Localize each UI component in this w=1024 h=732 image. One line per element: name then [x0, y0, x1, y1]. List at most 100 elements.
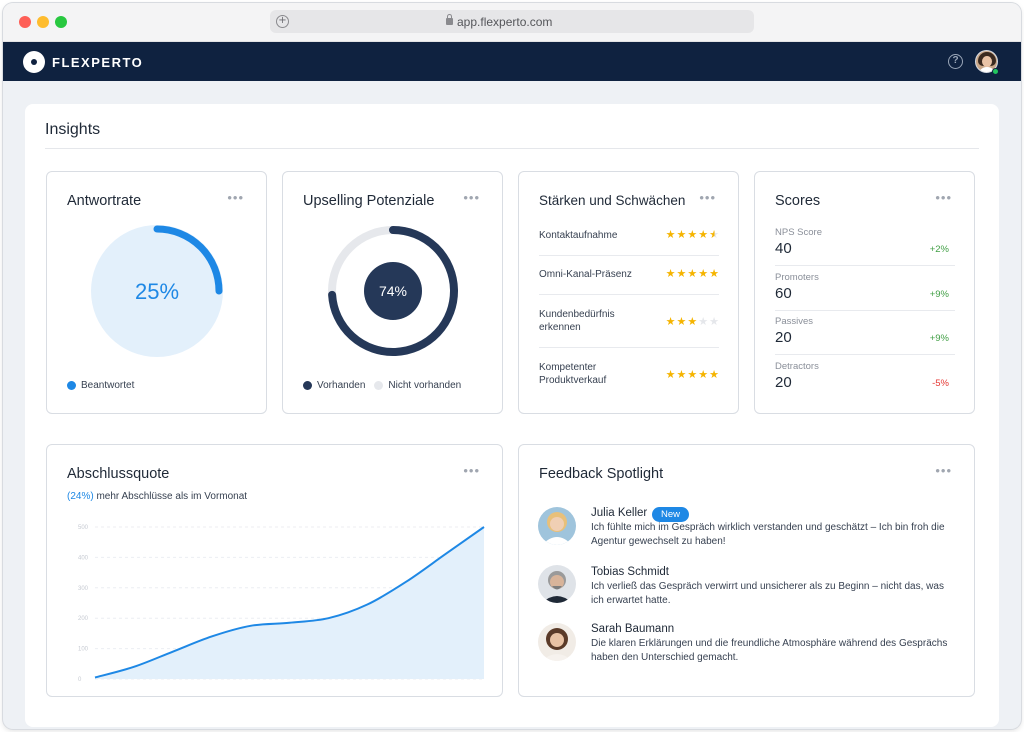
- legend-label-beantwortet: Beantwortet: [81, 380, 135, 391]
- score-divider: [775, 265, 955, 266]
- score-label-promoters: Promoters: [775, 272, 819, 283]
- sw-label: Omni-Kanal-Präsenz: [539, 269, 632, 280]
- star-rating-icon: ★★★★★: [666, 316, 720, 328]
- feedback-title: Feedback Spotlight: [539, 466, 664, 482]
- staerken-card: Stärken und Schwächen ••• Kontaktaufnahm…: [518, 171, 739, 414]
- score-label-detractors: Detractors: [775, 361, 819, 372]
- upselling-legend: Vorhanden Nicht vorhanden: [303, 380, 461, 391]
- sw-row-omni-kanal: Omni-Kanal-Präsenz: [539, 268, 719, 281]
- staerken-title: Stärken und Schwächen: [539, 193, 686, 208]
- area-fill: [95, 527, 484, 679]
- score-delta-promoters: +9%: [929, 289, 949, 300]
- feedback-more-icon[interactable]: •••: [935, 463, 952, 478]
- star-icon: ★: [698, 369, 710, 381]
- avatar-sarah-baumann[interactable]: [538, 623, 576, 661]
- score-delta-nps: +2%: [929, 244, 949, 255]
- upselling-more-icon[interactable]: •••: [463, 190, 480, 205]
- abschlussquote-subtitle-text: mehr Abschlüsse als im Vormonat: [93, 491, 248, 502]
- close-window-button[interactable]: [19, 16, 31, 28]
- star-rating-icon: ★★★★★: [666, 268, 720, 280]
- abschlussquote-subtitle: (24%) mehr Abschlüsse als im Vormonat: [67, 491, 247, 502]
- score-divider: [775, 354, 955, 355]
- sw-divider: [539, 255, 719, 256]
- antwortrate-gauge: 25%: [91, 225, 223, 357]
- antwortrate-legend: Beantwortet: [67, 380, 134, 391]
- staerken-more-icon[interactable]: •••: [699, 190, 716, 205]
- feedback-text: Ich fühlte mich im Gespräch wirklich ver…: [591, 522, 945, 547]
- legend-dot-beantwortet: [67, 381, 76, 390]
- feedback-text: Ich verließ das Gespräch verwirrt und un…: [591, 581, 944, 606]
- address-bar[interactable]: + app.flexperto.com: [270, 10, 754, 33]
- rating-stars: ★★★★★: [666, 267, 720, 280]
- new-badge: New: [652, 507, 690, 522]
- scores-more-icon[interactable]: •••: [935, 190, 952, 205]
- star-icon: ★: [665, 369, 677, 381]
- online-status-indicator: [992, 68, 999, 75]
- sw-row-kontaktaufnahme: Kontaktaufnahme: [539, 229, 719, 242]
- url-text[interactable]: app.flexperto.com: [457, 15, 553, 29]
- user-avatar[interactable]: [975, 50, 998, 73]
- title-divider: [45, 148, 979, 149]
- star-icon: ★: [687, 229, 699, 241]
- scores-card: Scores ••• NPS Score 40 +2% Promoters 60…: [754, 171, 975, 414]
- star-icon: ★: [676, 316, 688, 328]
- star-rating-icon: ★★★★★: [666, 369, 720, 381]
- abschlussquote-area-chart: 0 100 200 300 400 500: [78, 525, 485, 683]
- y-tick-label: 200: [78, 616, 89, 622]
- star-rating-icon: ★★★★★: [666, 229, 720, 241]
- logo-text[interactable]: FLEXPERTO: [52, 55, 144, 70]
- upselling-arc: [328, 226, 458, 356]
- star-icon: ★: [698, 316, 710, 328]
- sw-label: Kundenbedürfnis erkennen: [539, 309, 615, 333]
- star-icon: ★: [709, 268, 720, 280]
- abschlussquote-more-icon[interactable]: •••: [463, 463, 480, 478]
- y-tick-label: 500: [78, 525, 89, 531]
- sw-divider: [539, 347, 719, 348]
- legend-dot-vorhanden: [303, 381, 312, 390]
- legend-dot-nicht-vorhanden: [374, 381, 384, 390]
- star-icon: ★: [676, 229, 688, 241]
- new-tab-icon[interactable]: +: [276, 15, 289, 28]
- feedback-name: Julia Keller: [591, 507, 648, 519]
- star-icon: ★: [709, 369, 720, 381]
- abschlussquote-card: Abschlussquote ••• (24%) mehr Abschlüsse…: [46, 444, 503, 697]
- score-value-passives: 20: [775, 329, 792, 346]
- antwortrate-arc: [153, 225, 223, 295]
- lock-icon: [446, 14, 453, 25]
- flexperto-logo-icon[interactable]: [23, 51, 45, 73]
- star-icon: ★: [709, 229, 720, 241]
- minimize-window-button[interactable]: [37, 16, 49, 28]
- score-value-nps: 40: [775, 240, 792, 257]
- score-delta-passives: +9%: [929, 333, 949, 344]
- upselling-title: Upselling Potenziale: [303, 193, 435, 209]
- page-title: Insights: [45, 121, 101, 138]
- browser-titlebar: + app.flexperto.com: [3, 3, 1021, 42]
- sw-row-kompetenter-produktverkauf: Kompetenter Produktverkauf: [539, 361, 719, 387]
- feedback-name: Sarah Baumann: [591, 623, 675, 635]
- feedback-name: Tobias Schmidt: [591, 566, 669, 578]
- browser-window: + app.flexperto.com FLEXPERTO ? Insights…: [3, 3, 1021, 729]
- upselling-card: Upselling Potenziale ••• 74% Vorhanden N…: [282, 171, 503, 414]
- sw-row-kundenbeduerfnis: Kundenbedürfnis erkennen: [539, 308, 719, 334]
- help-icon[interactable]: ?: [948, 54, 963, 69]
- score-label-nps: NPS Score: [775, 227, 822, 238]
- score-divider: [775, 310, 955, 311]
- upselling-donut: 74%: [328, 226, 458, 356]
- avatar-julia-keller[interactable]: [538, 507, 576, 545]
- feedback-card: Feedback Spotlight ••• Julia Keller New …: [518, 444, 975, 697]
- star-icon: ★: [665, 229, 677, 241]
- star-icon: ★: [698, 268, 710, 280]
- maximize-window-button[interactable]: [55, 16, 67, 28]
- antwortrate-more-icon[interactable]: •••: [227, 190, 244, 205]
- star-icon: ★: [665, 268, 677, 280]
- series-line: [94, 526, 485, 679]
- score-label-passives: Passives: [775, 316, 814, 327]
- avatar-tobias-schmidt[interactable]: [538, 565, 576, 603]
- feedback-text: Die klaren Erklärungen und die freundlic…: [591, 638, 948, 663]
- antwortrate-title: Antwortrate: [67, 193, 142, 209]
- star-icon: ★: [687, 316, 699, 328]
- star-icon: ★: [698, 229, 710, 241]
- antwortrate-value: 25%: [135, 279, 179, 304]
- antwortrate-card: Antwortrate ••• 25% Beantwortet: [46, 171, 267, 414]
- score-delta-detractors: -5%: [932, 378, 949, 389]
